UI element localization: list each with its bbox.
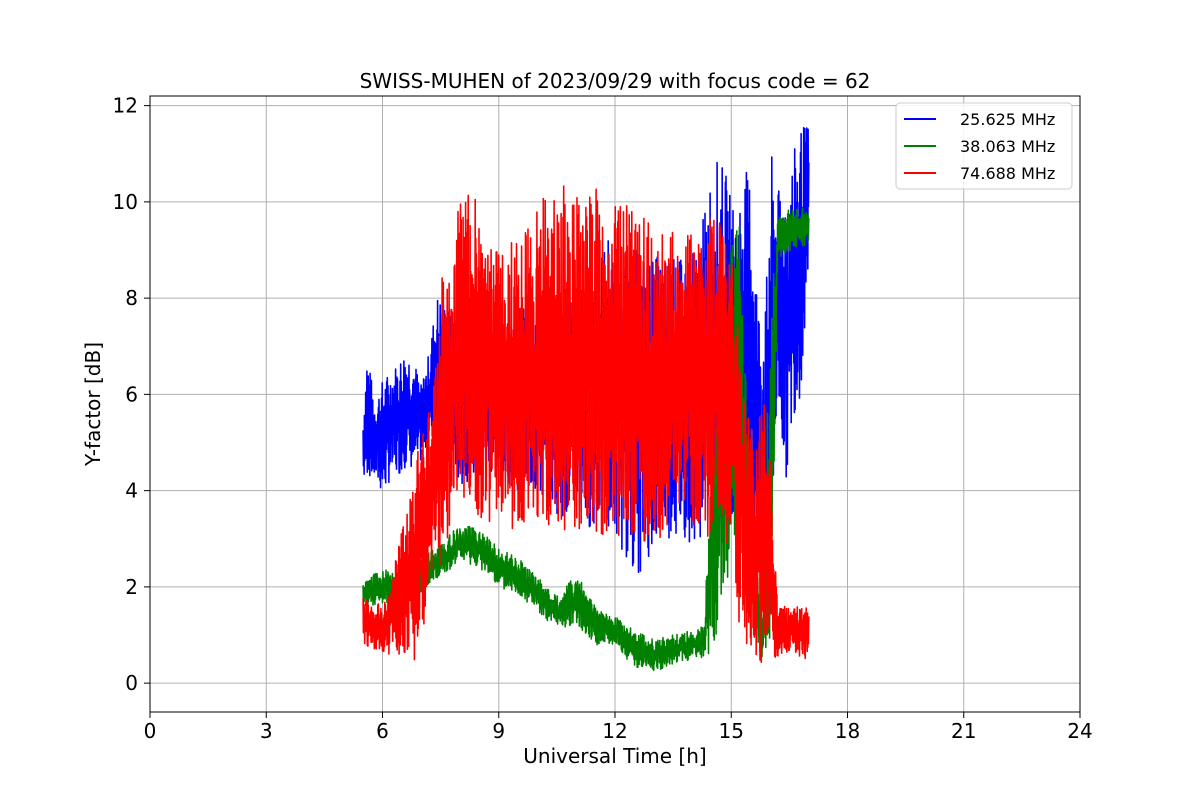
y-tick-label: 2 — [125, 575, 138, 599]
y-axis-label: Y-factor [dB] — [81, 342, 105, 467]
x-tick-label: 6 — [376, 719, 389, 743]
legend-label-3: 74.688 MHz — [960, 164, 1055, 183]
y-tick-label: 12 — [113, 94, 138, 118]
y-tick-label: 0 — [125, 671, 138, 695]
y-tick-label: 10 — [113, 190, 138, 214]
x-tick-label: 3 — [260, 719, 273, 743]
chart-title: SWISS-MUHEN of 2023/09/29 with focus cod… — [360, 69, 871, 93]
series-line-3 — [362, 185, 810, 664]
legend: 25.625 MHz 38.063 MHz 74.688 MHz — [895, 102, 1073, 190]
legend-label-2: 38.063 MHz — [960, 137, 1055, 156]
x-tick-label: 15 — [719, 719, 744, 743]
y-tick-label: 8 — [125, 286, 138, 310]
x-axis-label: Universal Time [h] — [523, 744, 706, 768]
legend-label-1: 25.625 MHz — [960, 110, 1055, 129]
y-tick-label: 4 — [125, 479, 138, 503]
plot-area — [362, 126, 810, 672]
x-tick-label: 21 — [951, 719, 976, 743]
x-tick-label: 9 — [492, 719, 505, 743]
legend-box — [895, 102, 1073, 190]
x-tick-label: 24 — [1067, 719, 1092, 743]
x-tick-label: 12 — [602, 719, 627, 743]
y-tick-label: 6 — [125, 382, 138, 406]
x-tick-label: 0 — [144, 719, 157, 743]
x-tick-label: 18 — [835, 719, 860, 743]
